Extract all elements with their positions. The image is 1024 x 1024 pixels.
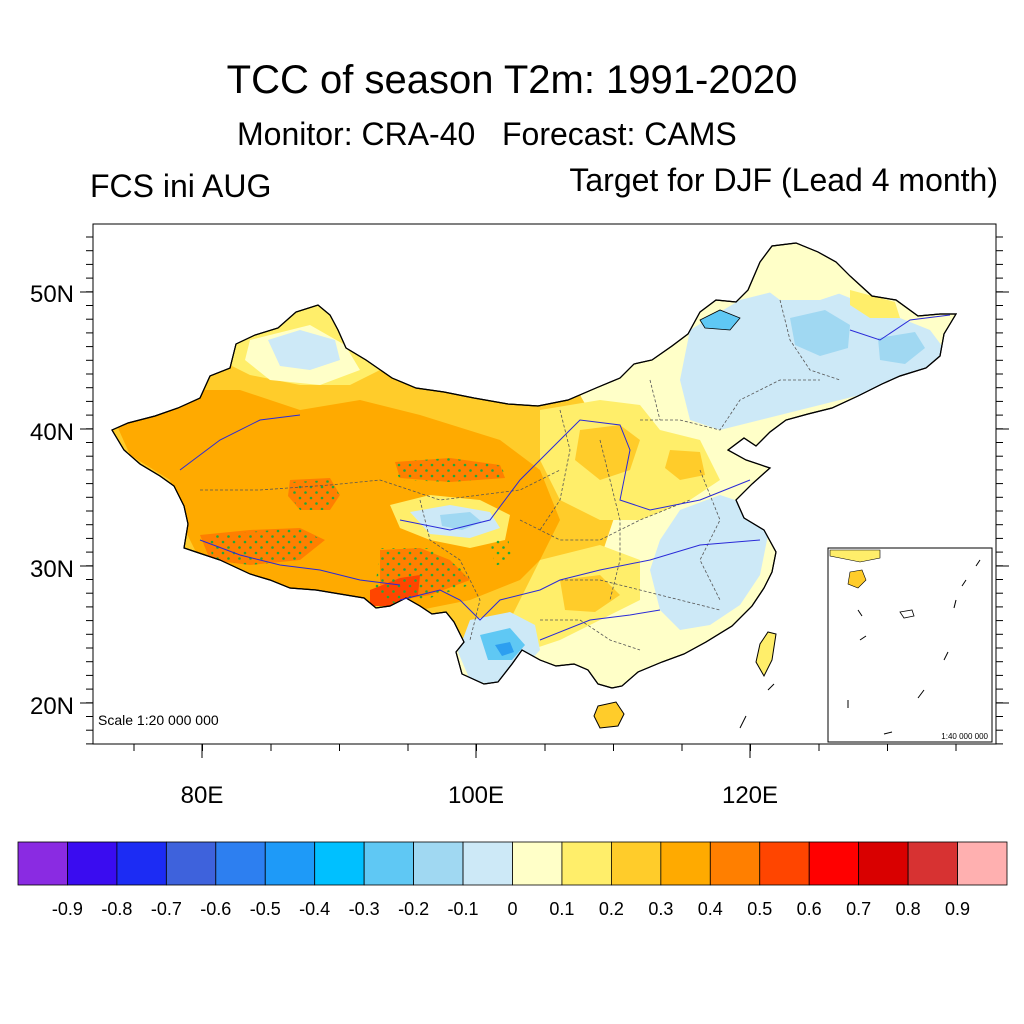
colorbar-label: 0.3 bbox=[648, 899, 673, 919]
colorbar: -0.9 -0.8 -0.7 -0.6 -0.5 -0.4 -0.3 -0.2 -0.1 0 0.1… bbox=[17, 841, 1008, 919]
colorbar-label: -0.7 bbox=[151, 899, 182, 919]
colorbar-swatch bbox=[957, 841, 1008, 886]
hainan-island bbox=[593, 701, 625, 729]
colorbar-label: 0.7 bbox=[846, 899, 871, 919]
colorbar-label: 0.1 bbox=[549, 899, 574, 919]
lat-label-40n: 40N bbox=[30, 419, 74, 446]
colorbar-swatch bbox=[67, 841, 118, 886]
lon-label-120e: 120E bbox=[722, 782, 778, 809]
colorbar-label: -0.9 bbox=[52, 899, 83, 919]
colorbar-label: -0.5 bbox=[250, 899, 281, 919]
axis-ticks bbox=[80, 236, 1009, 758]
colorbar-label: -0.8 bbox=[101, 899, 132, 919]
colorbar-label: -0.1 bbox=[448, 899, 479, 919]
scale-label: Scale 1:20 000 000 bbox=[98, 712, 219, 728]
colorbar-label: 0.6 bbox=[797, 899, 822, 919]
colorbar-label: -0.6 bbox=[200, 899, 231, 919]
colorbar-swatch bbox=[709, 841, 761, 886]
lat-label-20n: 20N bbox=[30, 693, 74, 720]
colorbar-label: 0.2 bbox=[599, 899, 624, 919]
colorbar-swatch bbox=[808, 841, 860, 886]
plot-subtitle: Monitor: CRA-40 Forecast: CAMS bbox=[237, 116, 737, 152]
colorbar-swatch bbox=[660, 841, 711, 886]
colorbar-swatch bbox=[611, 841, 662, 886]
map-panel: 1:40 000 000 bbox=[93, 224, 996, 744]
colorbar-swatch bbox=[561, 841, 612, 886]
init-month-label: FCS ini AUG bbox=[90, 168, 272, 204]
colorbar-swatch bbox=[363, 841, 414, 886]
colorbar-swatch bbox=[907, 841, 958, 886]
colorbar-swatch bbox=[759, 841, 810, 886]
colorbar-swatch bbox=[264, 841, 316, 886]
colorbar-label: -0.4 bbox=[299, 899, 330, 919]
colorbar-label: -0.2 bbox=[398, 899, 429, 919]
inset-map: 1:40 000 000 bbox=[827, 547, 993, 743]
colorbar-label: 0 bbox=[507, 899, 517, 919]
colorbar-swatch bbox=[215, 841, 266, 886]
colorbar-swatch bbox=[314, 841, 365, 886]
bohai-bay bbox=[699, 309, 741, 331]
colorbar-swatch bbox=[413, 841, 464, 886]
colorbar-swatch bbox=[116, 841, 167, 886]
colorbar-label: 0.5 bbox=[747, 899, 772, 919]
target-season-label: Target for DJF (Lead 4 month) bbox=[569, 162, 998, 198]
colorbar-label: 0.4 bbox=[698, 899, 723, 919]
lat-label-50n: 50N bbox=[30, 281, 74, 308]
taiwan-island bbox=[755, 631, 777, 678]
colorbar-label: 0.9 bbox=[945, 899, 970, 919]
province-boundaries bbox=[200, 299, 841, 651]
lat-label-30n: 30N bbox=[30, 556, 74, 583]
colorbar-label: -0.3 bbox=[349, 899, 380, 919]
plot-title: TCC of season T2m: 1991-2020 bbox=[226, 58, 798, 102]
colorbar-swatch bbox=[165, 841, 217, 886]
colorbar-swatch bbox=[462, 841, 513, 886]
lon-label-80e: 80E bbox=[181, 782, 224, 809]
colorbar-label: 0.8 bbox=[896, 899, 921, 919]
colorbar-swatch bbox=[17, 841, 68, 886]
rivers bbox=[179, 314, 951, 641]
lon-label-100e: 100E bbox=[448, 782, 504, 809]
colorbar-swatch bbox=[858, 841, 909, 886]
colorbar-swatch bbox=[512, 841, 563, 886]
inset-scale-label: 1:40 000 000 bbox=[941, 732, 988, 741]
